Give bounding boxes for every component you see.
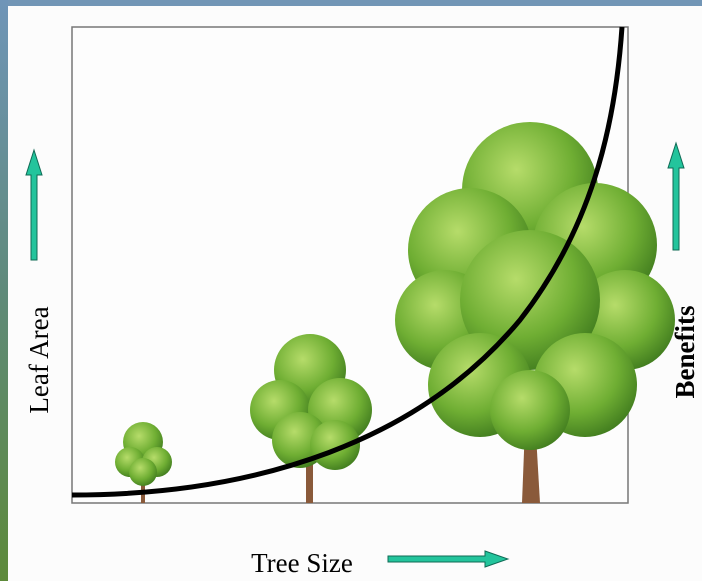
top-border — [0, 0, 702, 6]
left-border — [0, 0, 8, 581]
y2-label: Benefits — [670, 306, 700, 399]
diagram: Leaf Area Benefits Tree Size — [0, 0, 702, 581]
y-label: Leaf Area — [24, 306, 54, 413]
x-label: Tree Size — [251, 548, 353, 578]
